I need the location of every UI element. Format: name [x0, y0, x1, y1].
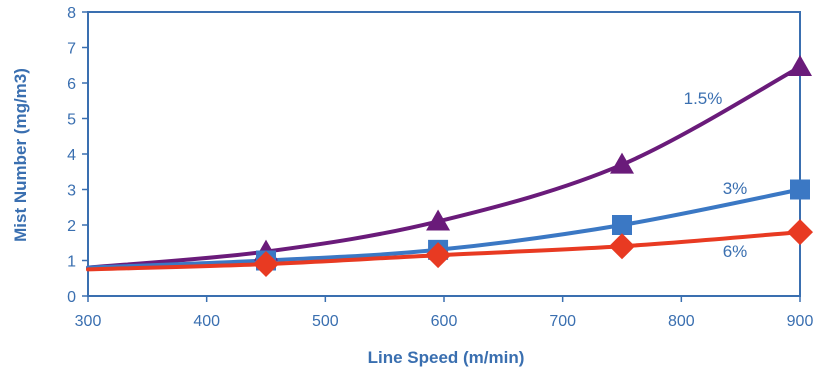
y-tick-label: 5: [67, 112, 76, 129]
y-tick-label: 8: [67, 5, 76, 22]
axis-ticks: 0 1 2 3 4 5 6 7 8 300 400 500 600 700 800 900: [67, 5, 813, 330]
series-label: 1.5%: [684, 89, 723, 108]
y-tick-label: 2: [67, 218, 76, 235]
diamond-marker: [253, 251, 279, 278]
diamond-marker: [787, 219, 813, 246]
triangle-marker: [610, 152, 634, 174]
y-tick-label: 6: [67, 76, 76, 93]
triangle-marker: [426, 209, 451, 231]
triangle-marker: [788, 55, 812, 77]
x-tick-label: 600: [431, 313, 458, 330]
square-marker: [790, 179, 810, 200]
x-tick-label: 700: [549, 313, 576, 330]
series-markers: [253, 55, 813, 278]
x-tick-label: 500: [312, 313, 339, 330]
y-tick-label: 3: [67, 183, 76, 200]
x-tick-label: 800: [668, 313, 695, 330]
y-tick-label: 4: [67, 147, 76, 164]
x-tick-label: 400: [193, 313, 220, 330]
series-label: 6%: [723, 242, 748, 261]
square-marker: [612, 215, 632, 235]
y-tick-label: 7: [67, 41, 76, 58]
diamond-marker: [609, 233, 635, 260]
y-tick-label: 1: [67, 254, 76, 271]
series-label: 3%: [723, 179, 748, 198]
x-tick-label: 900: [787, 313, 814, 330]
y-tick-label: 0: [67, 289, 76, 306]
y-axis-title: Mist Number (mg/m3): [11, 68, 30, 242]
x-axis-title: Line Speed (m/min): [368, 348, 525, 367]
series-labels: 1.5% 3% 6%: [684, 89, 748, 261]
x-tick-label: 300: [75, 313, 102, 330]
diamond-marker: [425, 242, 452, 269]
